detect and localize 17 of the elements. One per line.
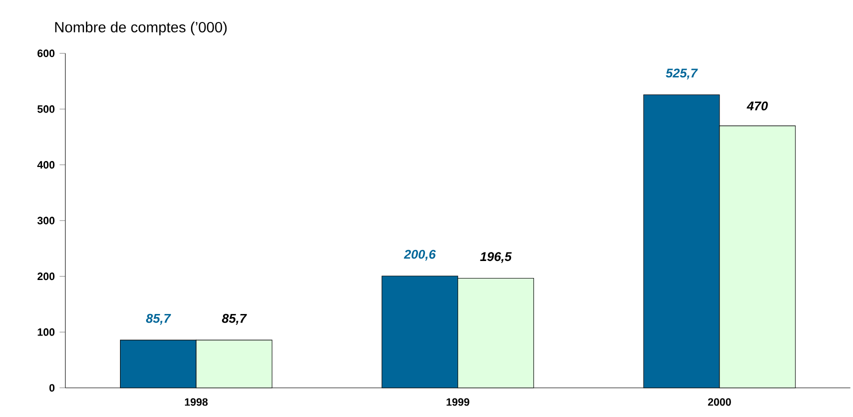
- data-label: 196,5: [480, 252, 512, 263]
- x-tick-label: 1998: [184, 398, 208, 406]
- y-axis-title: Nombre de comptes (’000): [55, 22, 227, 36]
- y-tick-label: 500: [37, 105, 54, 113]
- y-tick-label: 400: [37, 160, 54, 169]
- x-tick-label: 2000: [708, 398, 731, 406]
- data-label: 525,7: [666, 68, 698, 80]
- y-tick-label: 600: [38, 49, 54, 58]
- y-tick-label: 300: [37, 216, 54, 224]
- data-label: 85,7: [222, 314, 247, 325]
- y-tick-label: 200: [38, 272, 54, 280]
- data-label: 200,6: [404, 250, 436, 261]
- data-label: 85,7: [146, 314, 172, 325]
- x-tick-label: 1999: [446, 398, 470, 406]
- data-label: 470: [746, 101, 768, 110]
- y-tick-label: 0: [49, 384, 54, 392]
- y-tick-label: 100: [38, 328, 54, 336]
